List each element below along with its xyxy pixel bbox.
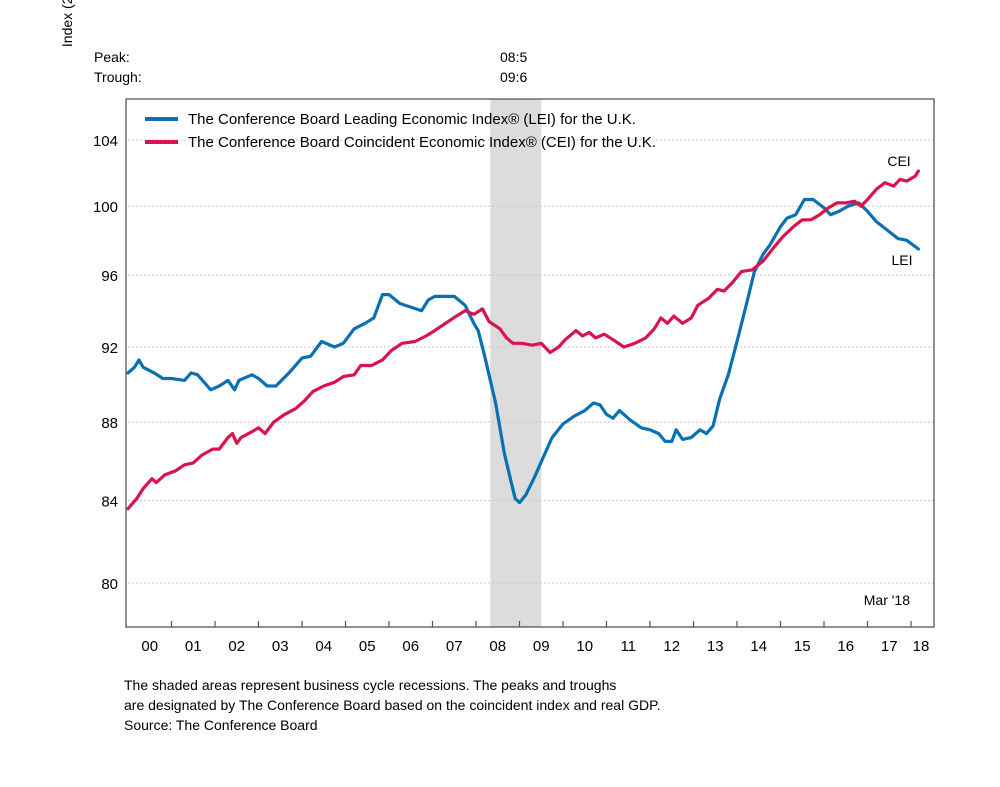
plot-frame xyxy=(125,98,935,628)
trough-label: Trough: xyxy=(94,69,142,85)
y-tick-label: 80 xyxy=(101,576,118,593)
series-layer xyxy=(126,169,921,511)
x-tick-label: 02 xyxy=(228,638,245,655)
peak-label: Peak: xyxy=(94,49,130,65)
x-tick-label: 11 xyxy=(620,638,636,655)
y-axis: 80 84 88 92 96 100 104 xyxy=(93,133,118,593)
source-note: Source: The Conference Board xyxy=(124,717,318,733)
footnote-line-2: are designated by The Conference Board b… xyxy=(124,697,661,713)
x-tick-label: 16 xyxy=(837,638,854,655)
footnote-line-1: The shaded areas represent business cycl… xyxy=(124,677,617,693)
series-line-lei xyxy=(126,197,921,505)
legend: The Conference Board Leading Economic In… xyxy=(145,111,656,151)
peak-value: 08:5 xyxy=(500,49,528,65)
x-tick-label: 17 xyxy=(881,638,898,655)
x-tick-label: 15 xyxy=(794,638,811,655)
y-tick-label: 104 xyxy=(93,133,118,150)
legend-label-lei: The Conference Board Leading Economic In… xyxy=(188,111,636,128)
x-tick-label: 12 xyxy=(663,638,680,655)
trough-value: 09:6 xyxy=(500,69,528,85)
y-axis-title: Index (2016=100) xyxy=(59,0,75,47)
recession-layer xyxy=(490,99,542,627)
lei-end-label: LEI xyxy=(891,252,912,268)
x-tick-label: 06 xyxy=(402,638,419,655)
x-tick-label: 00 xyxy=(141,638,158,655)
x-tick-label: 01 xyxy=(185,638,202,655)
x-tick-label: 10 xyxy=(576,638,593,655)
footnote: The shaded areas represent business cycl… xyxy=(124,675,661,735)
x-tick-label: 08 xyxy=(489,638,506,655)
x-tick-label: 09 xyxy=(533,638,550,655)
date-annotation: Mar '18 xyxy=(864,592,910,608)
x-axis: 00 01 02 03 04 05 06 07 08 09 10 11 12 13 14 15 16 17 18 xyxy=(141,621,929,655)
x-tick-label: 03 xyxy=(272,638,289,655)
x-tick-label: 04 xyxy=(315,638,332,655)
x-tick-label: 07 xyxy=(446,638,463,655)
x-tick-label: 18 xyxy=(913,638,930,655)
y-tick-label: 92 xyxy=(101,340,118,357)
y-tick-label: 96 xyxy=(101,268,118,285)
cei-end-label: CEI xyxy=(887,153,910,169)
x-tick-label: 05 xyxy=(359,638,376,655)
y-tick-label: 100 xyxy=(93,199,118,216)
legend-label-cei: The Conference Board Coincident Economic… xyxy=(188,134,656,151)
x-tick-label: 14 xyxy=(750,638,767,655)
x-tick-label: 13 xyxy=(707,638,724,655)
series-line-cei xyxy=(126,169,921,511)
y-tick-label: 84 xyxy=(101,494,118,511)
y-tick-label: 88 xyxy=(101,415,118,432)
recession-band xyxy=(490,99,542,627)
